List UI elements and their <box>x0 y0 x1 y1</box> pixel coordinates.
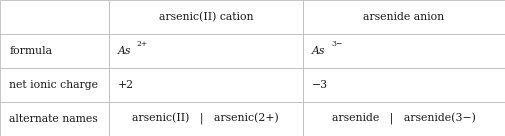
Bar <box>303 68 505 102</box>
Text: 3−: 3− <box>331 40 343 47</box>
Text: alternate names: alternate names <box>9 114 98 124</box>
Text: As: As <box>118 46 131 56</box>
Bar <box>0 68 109 102</box>
Bar <box>0 102 109 136</box>
Text: arsenide anion: arsenide anion <box>364 12 444 22</box>
Bar <box>109 0 303 34</box>
Text: 2+: 2+ <box>137 40 148 47</box>
Text: −3: −3 <box>312 80 328 90</box>
Bar <box>303 34 505 68</box>
Text: net ionic charge: net ionic charge <box>9 80 98 90</box>
Bar <box>0 34 109 68</box>
Bar <box>0 0 109 34</box>
Text: arsenide   |   arsenide(3−): arsenide | arsenide(3−) <box>332 113 476 125</box>
Text: arsenic(II) cation: arsenic(II) cation <box>159 12 253 22</box>
Bar <box>303 102 505 136</box>
Text: arsenic(II)   |   arsenic(2+): arsenic(II) | arsenic(2+) <box>132 113 279 125</box>
Text: +2: +2 <box>118 80 134 90</box>
Text: formula: formula <box>9 46 52 56</box>
Bar <box>303 0 505 34</box>
Bar <box>109 102 303 136</box>
Bar <box>109 68 303 102</box>
Bar <box>109 34 303 68</box>
Text: As: As <box>312 46 326 56</box>
